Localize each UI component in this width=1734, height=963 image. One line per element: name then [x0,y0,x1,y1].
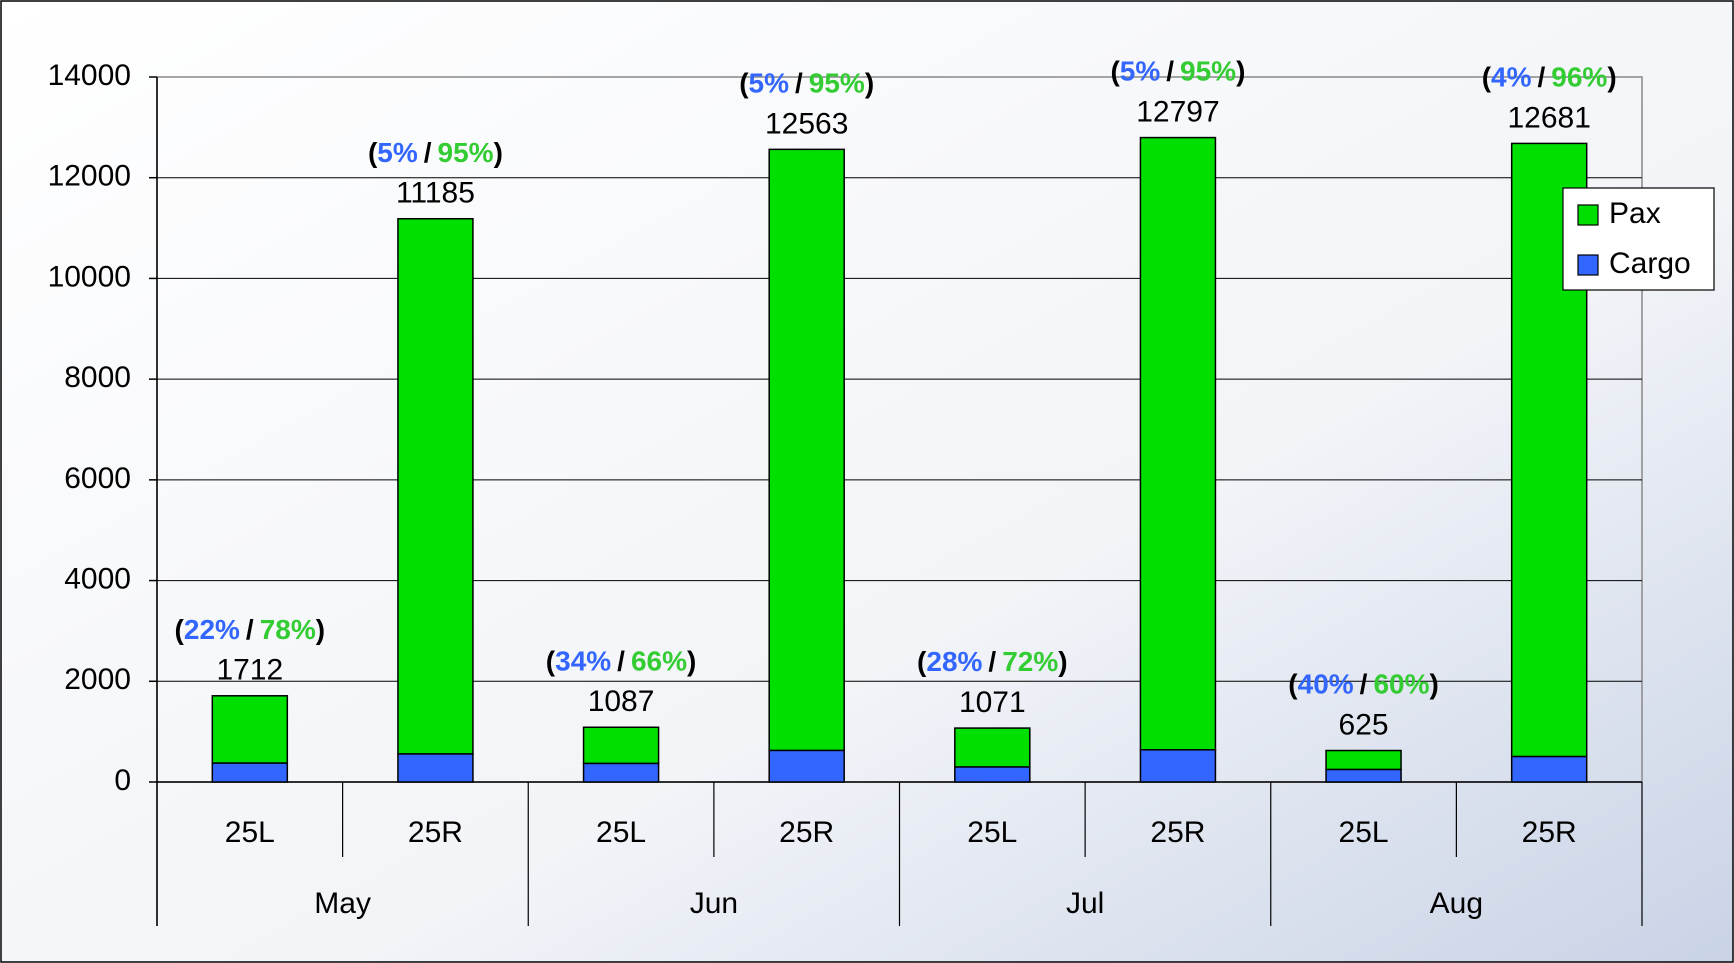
group-label: Jun [690,887,738,920]
share-label: (22%/78%) [175,614,326,645]
share-label: (40%/60%) [1288,669,1439,700]
bar-segment [768,148,845,752]
share-part: ) [316,614,325,645]
bar-segment [1139,749,1217,783]
total-label: 1087 [588,685,655,718]
share-part: 60% [1373,669,1429,700]
bar-segment [397,753,474,783]
share-part: 95% [438,137,494,168]
y-tick-label: 4000 [64,562,131,595]
share-part: 5% [1120,56,1161,87]
bar-segment [582,726,660,765]
share-part: 5% [749,68,790,99]
x-tick-label: 25L [225,816,275,849]
y-tick-label: 8000 [64,361,131,394]
group-label: Jul [1066,887,1104,920]
share-part: 4% [1491,62,1532,93]
share-part: ) [687,646,696,677]
bar-segment [1325,768,1402,783]
group-label: May [314,887,371,920]
share-part: ( [368,137,378,168]
share-part: 5% [377,137,418,168]
share-part: 96% [1551,62,1607,93]
bar-segment [211,695,289,764]
bar-segment [1325,749,1402,771]
total-label: 11185 [396,177,475,210]
legend-label: Pax [1609,197,1661,230]
x-tick-label: 25R [1522,816,1577,849]
y-tick-label: 12000 [48,160,131,193]
share-part: ) [1236,56,1245,87]
x-tick-label: 25R [408,816,463,849]
share-part: / [617,646,625,677]
share-label: (5%/95%) [1110,56,1245,87]
share-part: / [988,646,996,677]
bar-segment [954,727,1031,768]
bar-segment [768,749,845,783]
share-part: / [1538,62,1546,93]
share-part: ) [1430,669,1439,700]
x-tick-label: 25L [596,816,646,849]
legend-swatch [1577,254,1599,276]
x-tick-label: 25L [967,816,1017,849]
bar-segment [1510,755,1588,783]
share-part: / [246,614,254,645]
share-part: ( [1110,56,1120,87]
share-part: / [1166,56,1174,87]
share-part: 28% [926,646,982,677]
y-tick-label: 0 [114,764,131,797]
share-part: / [1360,669,1368,700]
bar-segment [397,218,474,755]
share-part: 34% [555,646,611,677]
y-tick-label: 6000 [64,462,131,495]
y-tick-label: 10000 [48,260,131,293]
share-label: (28%/72%) [917,646,1068,677]
total-label: 625 [1339,708,1389,741]
total-label: 1712 [216,654,283,687]
share-part: ) [494,137,503,168]
share-part: ) [1058,646,1067,677]
share-part: 72% [1002,646,1058,677]
legend-swatch [1577,204,1599,226]
share-part: 22% [184,614,240,645]
share-part: / [795,68,803,99]
total-label: 12681 [1507,101,1590,134]
share-part: 78% [260,614,316,645]
bar-segment [1510,142,1588,758]
group-label: Aug [1430,887,1483,920]
bar-segment [211,762,289,783]
x-tick-label: 25R [779,816,834,849]
y-tick-label: 14000 [48,59,131,92]
x-tick-label: 25R [1150,816,1205,849]
total-label: 1071 [959,686,1026,719]
x-tick-label: 25L [1339,816,1389,849]
total-label: 12797 [1136,96,1219,129]
share-label: (5%/95%) [368,137,503,168]
bar-segment [954,766,1031,783]
share-part: 95% [1180,56,1236,87]
share-part: ( [1482,62,1492,93]
share-part: 66% [631,646,687,677]
share-part: 95% [809,68,865,99]
y-tick-label: 2000 [64,663,131,696]
share-label: (5%/95%) [739,68,874,99]
share-part: ) [865,68,874,99]
share-part: ) [1607,62,1616,93]
share-part: 40% [1298,669,1354,700]
bar-segment [1139,136,1217,751]
bar-segment [582,762,660,783]
legend-label: Cargo [1609,247,1691,280]
share-label: (4%/96%) [1482,62,1617,93]
share-part: ( [546,646,556,677]
share-part: ( [917,646,927,677]
share-part: ( [739,68,749,99]
share-part: / [424,137,432,168]
share-label: (34%/66%) [546,646,697,677]
share-part: ( [175,614,185,645]
share-part: ( [1288,669,1298,700]
total-label: 12563 [765,107,848,140]
